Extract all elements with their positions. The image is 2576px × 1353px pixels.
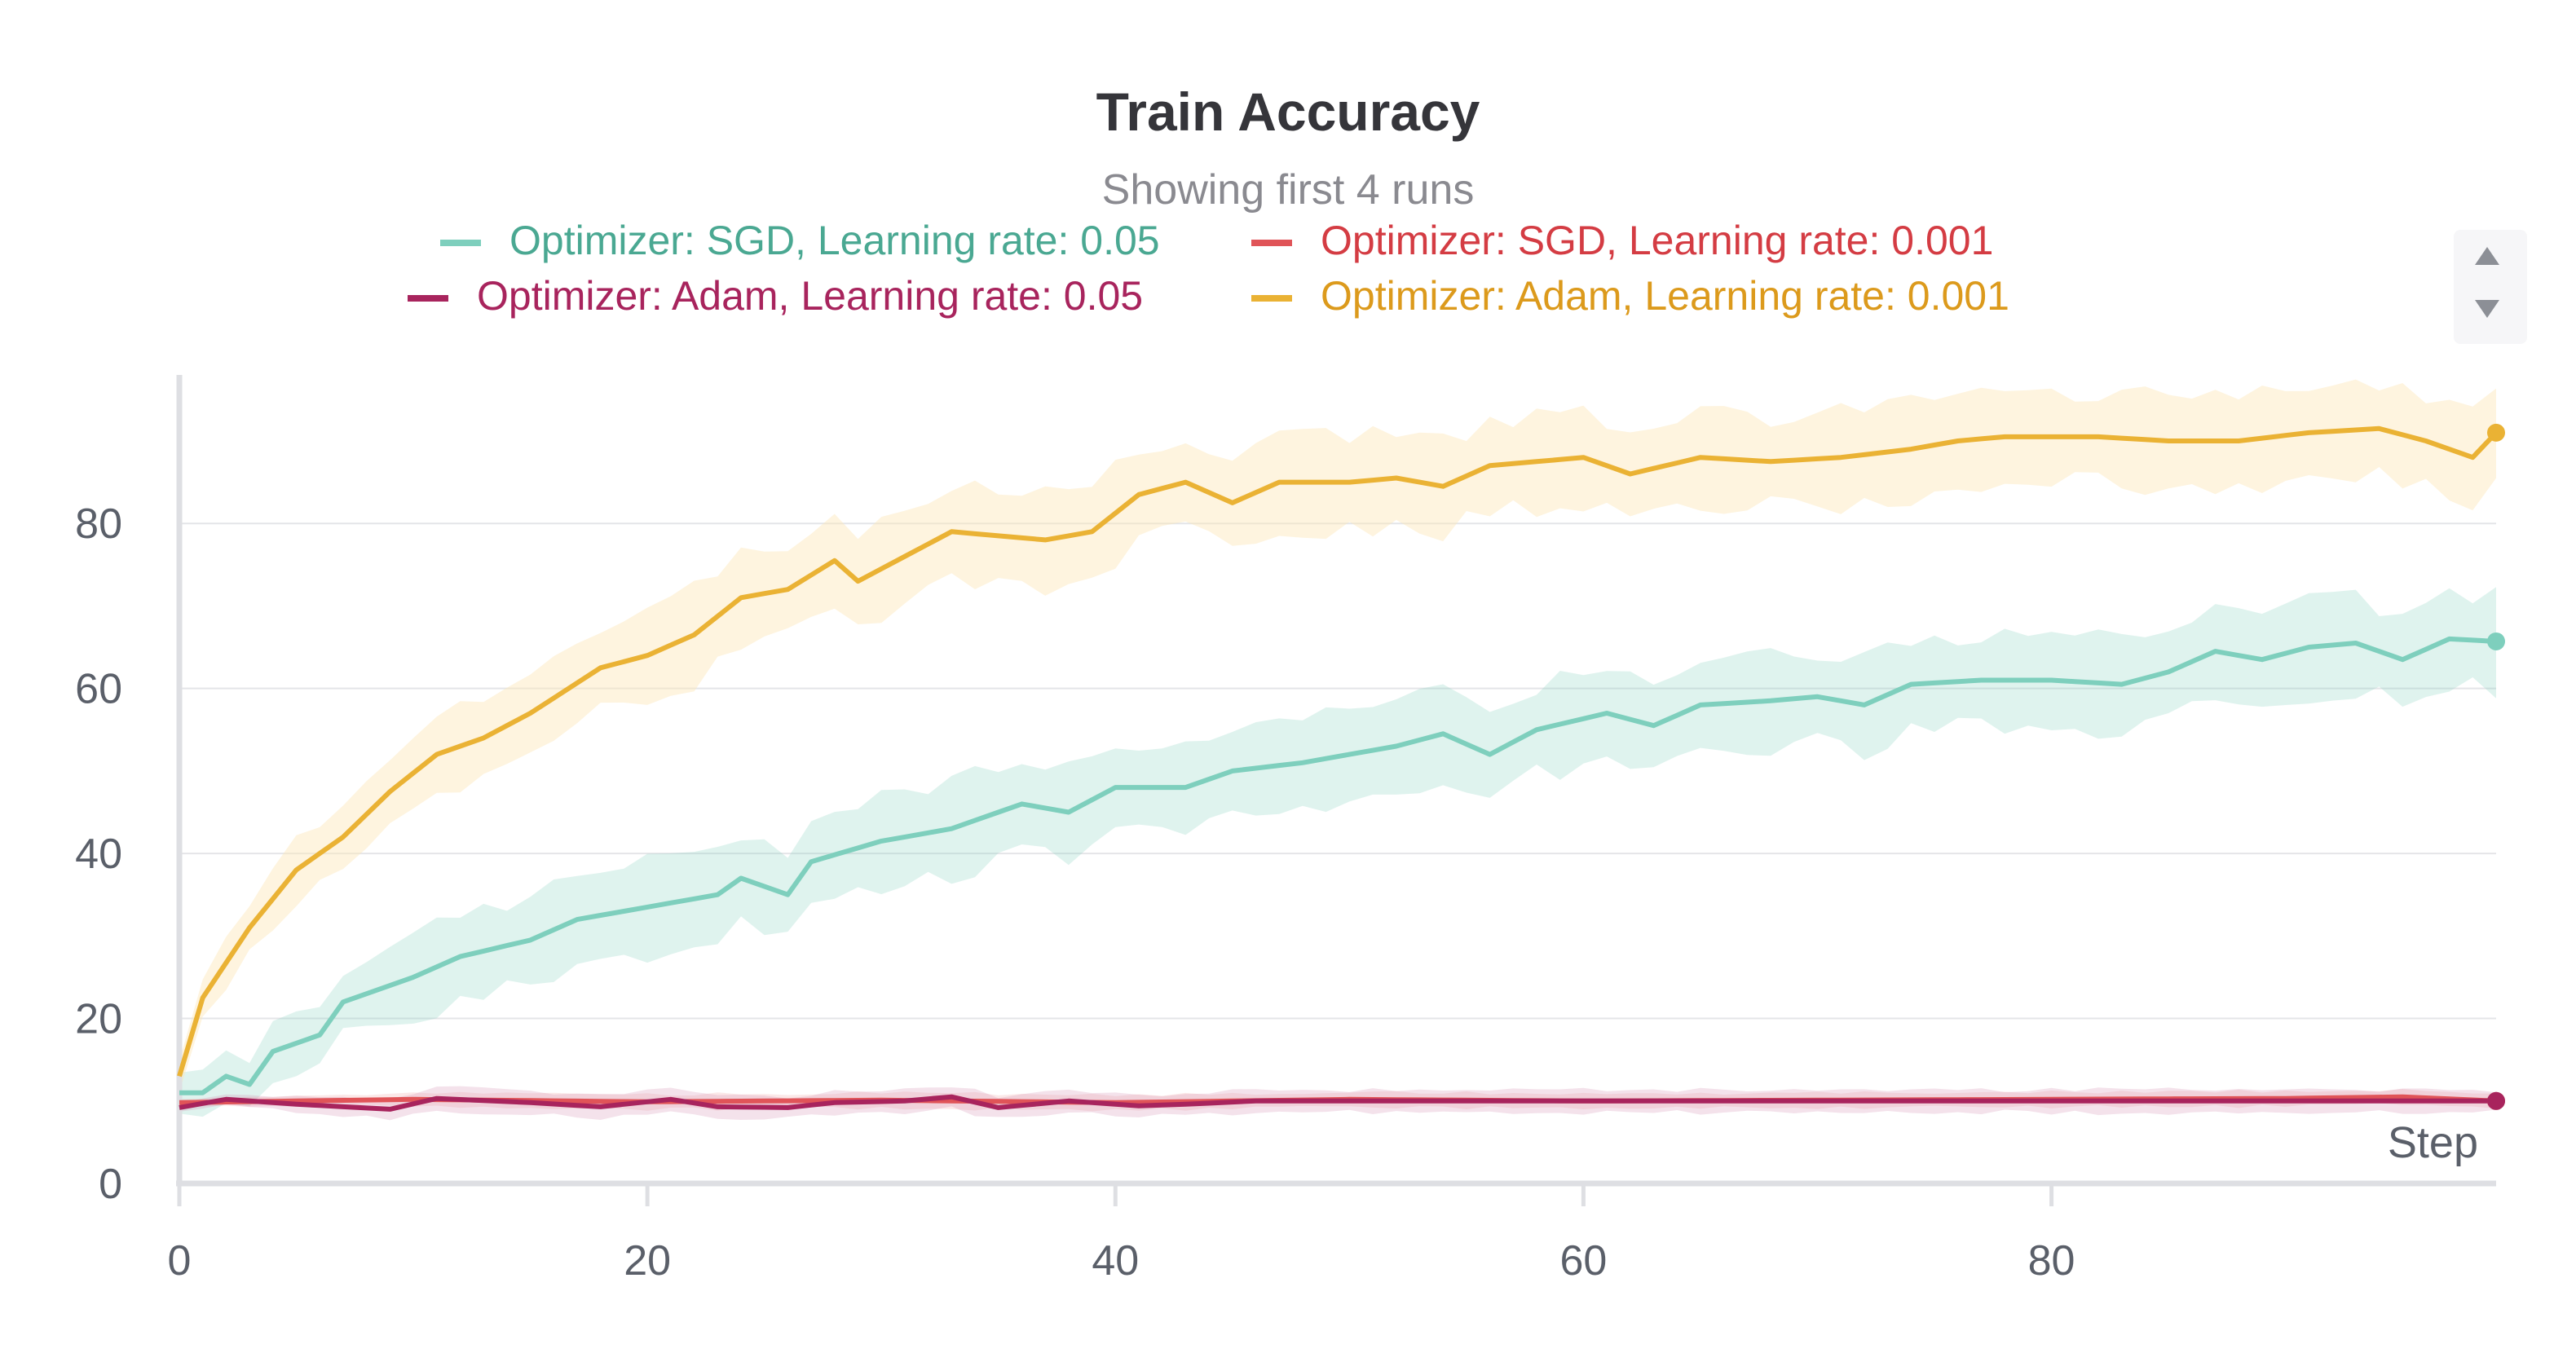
legend-entry[interactable]: Optimizer: SGD, Learning rate: 0.001 [1321,218,1993,263]
x-tick-label: 80 [2028,1237,2075,1285]
y-tick-label: 40 [75,831,122,878]
series-band [179,587,2496,1117]
triangle-down-icon[interactable] [2475,300,2499,318]
series-endpoint[interactable] [2487,632,2505,650]
series-band [179,379,2496,1092]
chart-subtitle: Showing first 4 runs [1102,166,1475,214]
legend-entry[interactable]: Optimizer: Adam, Learning rate: 0.05 [477,273,1143,319]
y-axis-ticks: 0 20 40 60 80 [75,500,122,1208]
x-tick-label: 20 [624,1237,671,1285]
series-lines [177,425,2499,1112]
chart-title: Train Accuracy [1096,82,1480,142]
series-line[interactable] [179,636,2497,1095]
series-endpoint[interactable] [2487,423,2505,442]
triangle-up-icon[interactable] [2475,247,2499,265]
grid [179,522,2496,1020]
x-tick-label: 40 [1092,1237,1139,1285]
series-endpoints [2487,423,2505,1110]
x-tick-label: 60 [1560,1237,1608,1285]
y-tick-label: 20 [75,996,122,1043]
series-line[interactable] [179,1094,2496,1112]
axes [176,375,2496,1187]
x-tick-label: 0 [168,1237,192,1285]
legend-entry[interactable]: Optimizer: SGD, Learning rate: 0.05 [509,218,1160,263]
x-axis-label: Step [2388,1118,2478,1167]
confidence-bands [179,379,2496,1121]
y-tick-label: 60 [75,666,122,713]
legend-entry[interactable]: Optimizer: Adam, Learning rate: 0.001 [1321,273,2009,319]
legend-scroll [2454,230,2527,344]
x-axis-ticks: 0 20 40 60 80 [168,1183,2075,1285]
series-line[interactable] [177,425,2499,1078]
legend: Optimizer: SGD, Learning rate: 0.05 Optim… [408,218,2009,319]
series-endpoint[interactable] [2487,1091,2505,1110]
y-tick-label: 0 [99,1161,122,1208]
y-tick-label: 80 [75,500,122,548]
